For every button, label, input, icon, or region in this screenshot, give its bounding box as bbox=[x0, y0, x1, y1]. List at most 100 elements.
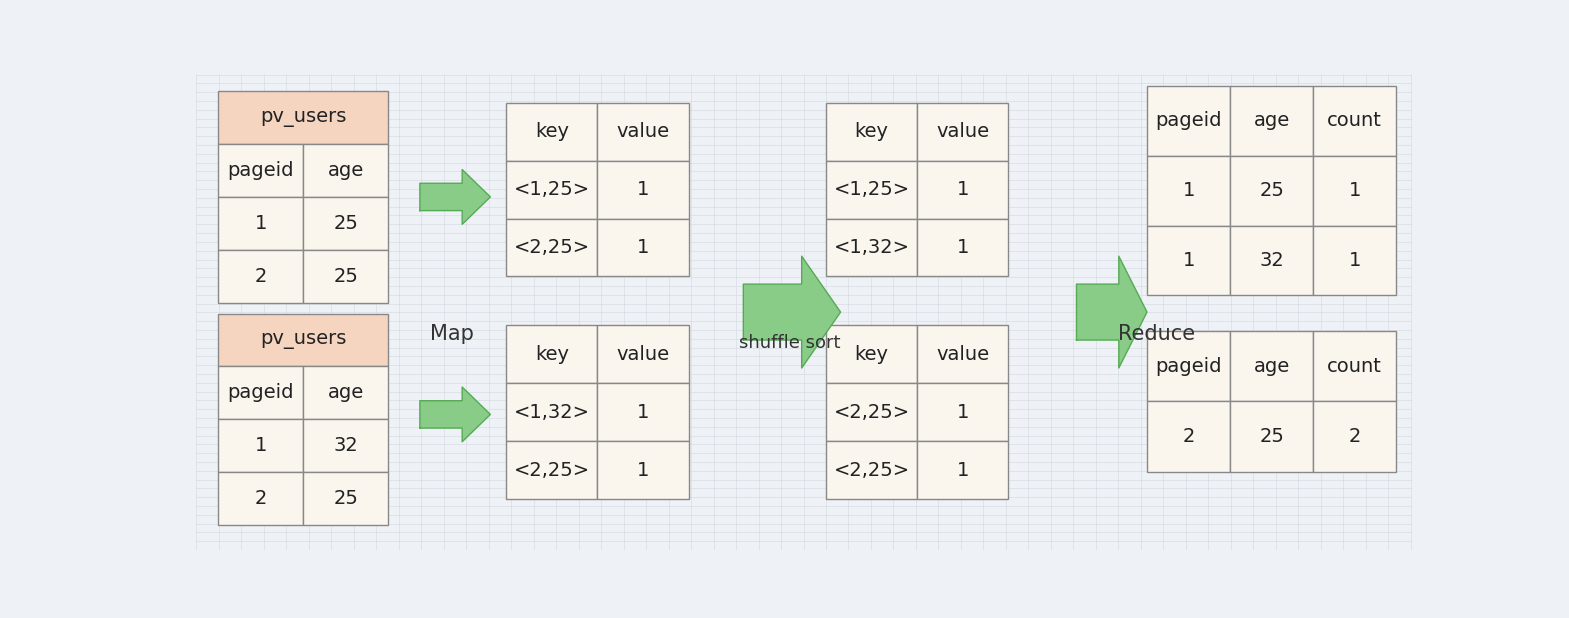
Polygon shape bbox=[744, 256, 841, 368]
Text: 32: 32 bbox=[333, 436, 358, 455]
Text: 2: 2 bbox=[254, 266, 267, 286]
Polygon shape bbox=[1076, 256, 1147, 368]
Bar bbox=[598, 161, 689, 219]
Text: value: value bbox=[937, 345, 990, 364]
Bar bbox=[303, 144, 388, 197]
Text: pageid: pageid bbox=[1155, 111, 1222, 130]
Bar bbox=[598, 441, 689, 499]
Text: age: age bbox=[1254, 357, 1290, 376]
Text: value: value bbox=[617, 122, 670, 141]
Text: 25: 25 bbox=[1260, 181, 1283, 200]
Bar bbox=[918, 219, 1009, 276]
Bar bbox=[1230, 401, 1313, 472]
Text: 1: 1 bbox=[1349, 181, 1360, 200]
Text: 2: 2 bbox=[1183, 427, 1194, 446]
Text: age: age bbox=[328, 383, 364, 402]
Bar bbox=[825, 441, 918, 499]
Text: value: value bbox=[937, 122, 990, 141]
Text: <2,25>: <2,25> bbox=[833, 403, 910, 421]
Bar bbox=[598, 219, 689, 276]
Text: 1: 1 bbox=[637, 460, 650, 480]
Polygon shape bbox=[420, 387, 491, 442]
Bar bbox=[507, 103, 598, 161]
Bar bbox=[218, 420, 303, 472]
Bar bbox=[598, 103, 689, 161]
Text: pageid: pageid bbox=[228, 161, 293, 180]
Bar bbox=[918, 161, 1009, 219]
Bar bbox=[218, 91, 388, 144]
Text: count: count bbox=[1327, 357, 1382, 376]
Text: 32: 32 bbox=[1260, 251, 1283, 270]
Bar bbox=[507, 326, 598, 383]
Text: 1: 1 bbox=[254, 436, 267, 455]
Bar bbox=[1230, 156, 1313, 226]
Text: shuffle sort: shuffle sort bbox=[739, 334, 841, 352]
Text: pv_users: pv_users bbox=[260, 108, 347, 127]
Text: 25: 25 bbox=[333, 266, 358, 286]
Text: 2: 2 bbox=[254, 489, 267, 509]
Text: 1: 1 bbox=[1349, 251, 1360, 270]
Text: key: key bbox=[855, 345, 888, 364]
Text: <1,32>: <1,32> bbox=[833, 238, 910, 257]
Bar bbox=[825, 103, 918, 161]
Bar bbox=[825, 219, 918, 276]
Bar bbox=[918, 103, 1009, 161]
Bar bbox=[218, 313, 388, 366]
Bar bbox=[825, 326, 918, 383]
Text: 1: 1 bbox=[254, 214, 267, 232]
Text: <1,32>: <1,32> bbox=[513, 403, 590, 421]
Text: 1: 1 bbox=[957, 403, 970, 421]
Text: key: key bbox=[855, 122, 888, 141]
Text: Reduce: Reduce bbox=[1119, 323, 1196, 344]
Bar bbox=[1230, 331, 1313, 401]
Bar bbox=[1230, 226, 1313, 295]
Bar bbox=[303, 420, 388, 472]
Bar bbox=[1313, 401, 1396, 472]
Bar bbox=[598, 383, 689, 441]
Bar bbox=[218, 250, 303, 303]
Bar bbox=[507, 219, 598, 276]
Bar bbox=[303, 472, 388, 525]
Bar bbox=[1313, 226, 1396, 295]
Text: <1,25>: <1,25> bbox=[513, 180, 590, 199]
Bar bbox=[1147, 401, 1230, 472]
Bar bbox=[507, 383, 598, 441]
Bar bbox=[1147, 156, 1230, 226]
Bar bbox=[507, 441, 598, 499]
Text: 1: 1 bbox=[957, 238, 970, 257]
Text: <2,25>: <2,25> bbox=[513, 238, 590, 257]
Bar bbox=[825, 161, 918, 219]
Text: 25: 25 bbox=[333, 489, 358, 509]
Text: Map: Map bbox=[430, 323, 474, 344]
Bar bbox=[218, 144, 303, 197]
Bar bbox=[1147, 331, 1230, 401]
Bar bbox=[1147, 86, 1230, 156]
Text: pageid: pageid bbox=[228, 383, 293, 402]
Text: 25: 25 bbox=[333, 214, 358, 232]
Text: 2: 2 bbox=[1349, 427, 1360, 446]
Text: age: age bbox=[328, 161, 364, 180]
Bar bbox=[507, 161, 598, 219]
Text: 1: 1 bbox=[957, 180, 970, 199]
Text: key: key bbox=[535, 122, 570, 141]
Bar bbox=[218, 472, 303, 525]
Text: 1: 1 bbox=[1183, 181, 1194, 200]
Bar bbox=[598, 326, 689, 383]
Text: 1: 1 bbox=[637, 403, 650, 421]
Text: 1: 1 bbox=[637, 180, 650, 199]
Text: pageid: pageid bbox=[1155, 357, 1222, 376]
Bar bbox=[218, 197, 303, 250]
Text: key: key bbox=[535, 345, 570, 364]
Text: 1: 1 bbox=[957, 460, 970, 480]
Bar bbox=[218, 366, 303, 420]
Text: age: age bbox=[1254, 111, 1290, 130]
Polygon shape bbox=[420, 169, 491, 224]
Bar bbox=[1230, 86, 1313, 156]
Bar bbox=[918, 326, 1009, 383]
Bar bbox=[918, 383, 1009, 441]
Text: <1,25>: <1,25> bbox=[833, 180, 910, 199]
Bar bbox=[303, 250, 388, 303]
Text: pv_users: pv_users bbox=[260, 331, 347, 350]
Text: <2,25>: <2,25> bbox=[513, 460, 590, 480]
Text: 25: 25 bbox=[1260, 427, 1283, 446]
